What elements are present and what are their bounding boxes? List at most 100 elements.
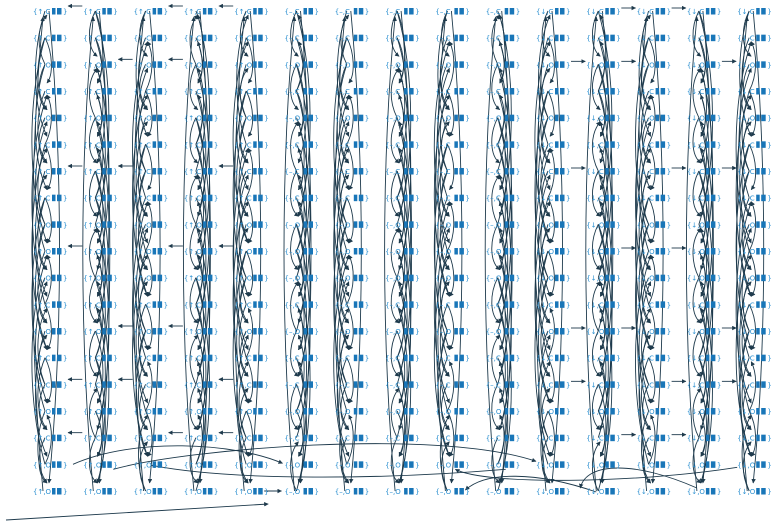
state-icon (303, 381, 307, 388)
state-icon (353, 34, 358, 42)
state-icon (358, 274, 364, 282)
transition-arrow (497, 330, 506, 404)
transition-arrow (446, 304, 455, 351)
node-brace: } (113, 8, 117, 16)
node-brace: } (566, 408, 570, 416)
state-node: {↓,O} (637, 221, 671, 229)
node-label: {↑,O (184, 115, 203, 123)
node-brace: } (264, 168, 268, 176)
transition-arrow (638, 281, 652, 412)
state-icon (655, 461, 660, 468)
transition-arrow (31, 254, 48, 465)
state-icon (353, 328, 358, 335)
node-label: {↑,O (234, 275, 253, 283)
state-node: {↑,O} (134, 408, 168, 416)
transition-arrow (739, 117, 752, 244)
transition-arrow (238, 250, 249, 324)
state-icon (353, 408, 358, 415)
state-icon (358, 381, 364, 388)
node-brace: } (465, 61, 469, 69)
transition-arrow (547, 357, 555, 404)
node-brace: } (465, 221, 469, 229)
transition-arrow (540, 304, 551, 377)
node-label: {↑,C (83, 301, 101, 309)
state-icon (258, 381, 263, 388)
node-label: {↑,O (83, 328, 102, 336)
state-node: {–,C} (285, 8, 319, 16)
state-icon (358, 114, 364, 122)
state-icon (655, 408, 660, 415)
state-icon (52, 488, 56, 495)
transition-arrow (591, 10, 601, 57)
node-brace: } (164, 141, 168, 149)
transition-arrow (135, 277, 149, 404)
state-icon (107, 301, 112, 308)
state-icon (57, 34, 62, 42)
state-node: {–,C} (435, 34, 470, 43)
state-icon (409, 488, 414, 495)
state-node: {–,C} (486, 194, 520, 203)
node-label: {↓,O (737, 408, 756, 416)
state-icon (57, 461, 62, 468)
transition-arrow (547, 250, 555, 297)
transition-arrow (597, 174, 607, 252)
node-brace: } (214, 168, 218, 176)
node-brace: } (164, 301, 168, 309)
node-brace: } (264, 35, 268, 43)
state-node: {↓,O} (536, 328, 570, 336)
transition-arrow (642, 334, 651, 385)
node-label: {–,O (435, 275, 451, 283)
transition-arrow (441, 64, 450, 111)
node-brace: } (667, 168, 671, 176)
state-icon (409, 114, 414, 122)
node-label: {↑,O (234, 488, 253, 496)
state-node: {↓,C} (737, 8, 772, 16)
state-node: {↓,C} (586, 141, 621, 149)
state-icon (308, 8, 313, 15)
state-icon (459, 248, 464, 255)
state-node: {↓,C} (586, 168, 621, 176)
state-node: {–,O} (335, 248, 369, 256)
node-label: {↑,C (184, 355, 202, 363)
state-icon (303, 141, 307, 148)
state-icon (509, 114, 515, 122)
node-brace: } (465, 461, 469, 469)
state-icon (761, 408, 766, 415)
state-node: {–,C} (335, 301, 369, 309)
state-icon (102, 248, 106, 255)
node-label: {↓,C (586, 435, 604, 443)
node-brace: } (365, 195, 369, 203)
state-node: {–,C} (435, 354, 470, 363)
state-icon (107, 34, 112, 42)
state-icon (353, 461, 358, 468)
node-brace: } (767, 275, 771, 283)
state-node: {–,C} (385, 168, 420, 176)
state-icon (761, 34, 766, 42)
state-icon (202, 488, 207, 495)
node-brace: } (566, 195, 570, 203)
node-label: {–,O (285, 328, 301, 336)
state-icon (555, 114, 559, 122)
node-brace: } (63, 61, 67, 69)
node-brace: } (767, 88, 771, 96)
node-label: {–,O (435, 328, 451, 336)
transition-arrow (31, 94, 48, 305)
transition-arrow (748, 361, 757, 412)
node-label: {–,C (335, 195, 350, 203)
state-icon (157, 248, 163, 255)
state-node: {↓,O} (737, 274, 772, 283)
state-icon (107, 354, 112, 362)
node-brace: } (767, 435, 771, 443)
transition-arrow (346, 37, 354, 84)
state-icon (253, 8, 257, 15)
state-icon (610, 461, 615, 468)
state-icon (504, 34, 509, 42)
state-icon (157, 168, 163, 175)
state-node: {↑,O} (134, 61, 168, 69)
node-label: {–,C (285, 435, 300, 443)
state-icon (253, 141, 257, 148)
transition-arrow (748, 304, 757, 351)
state-node: {–,C} (335, 434, 369, 443)
node-brace: } (415, 221, 419, 229)
